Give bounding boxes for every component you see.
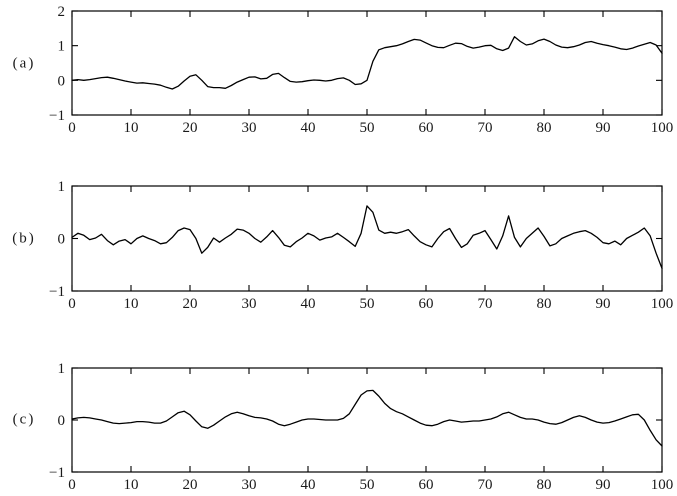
- x-tick-label: 80: [537, 477, 552, 493]
- x-tick-label: 0: [68, 296, 76, 312]
- x-tick-label: 30: [242, 120, 257, 136]
- panel-label-c: (c): [12, 411, 36, 428]
- x-tick-label: 20: [183, 296, 198, 312]
- x-tick-label: 100: [651, 477, 674, 493]
- x-tick-label: 20: [183, 477, 198, 493]
- x-tick-label: 10: [124, 296, 139, 312]
- signal-line-c: [71, 389, 663, 447]
- signal-line-a: [71, 36, 663, 90]
- x-tick-label: 50: [360, 120, 375, 136]
- y-tick-label: 0: [58, 73, 66, 89]
- x-tick-label: 40: [301, 296, 316, 312]
- panel-label-b: (b): [12, 230, 36, 247]
- x-tick-label: 60: [419, 477, 434, 493]
- y-tick-label: 0: [58, 232, 66, 248]
- x-tick-label: 90: [596, 296, 611, 312]
- x-tick-label: 100: [651, 296, 674, 312]
- axes-box-c: [71, 367, 663, 473]
- x-tick-label: 40: [301, 120, 316, 136]
- x-tick-label: 10: [124, 120, 139, 136]
- x-tick-label: 60: [419, 120, 434, 136]
- axes-box-b: [71, 185, 663, 292]
- x-tick-label: 40: [301, 477, 316, 493]
- x-tick-label: 70: [478, 296, 493, 312]
- signal-line-b: [71, 205, 663, 270]
- y-tick-label: 1: [58, 179, 66, 195]
- y-tick-label: 1: [58, 361, 66, 377]
- x-tick-label: 0: [68, 477, 76, 493]
- x-tick-label: 30: [242, 477, 257, 493]
- subplot-c: 0 10 20 30 40 50 60 70 80 90 100−101: [49, 361, 673, 493]
- y-tick-label: 1: [58, 39, 66, 55]
- y-tick-label: −1: [49, 108, 65, 124]
- x-tick-label: 60: [419, 296, 434, 312]
- x-tick-label: 50: [360, 477, 375, 493]
- x-tick-label: 90: [596, 477, 611, 493]
- x-tick-label: 20: [183, 120, 198, 136]
- y-tick-label: 0: [58, 413, 66, 429]
- axes-box-a: [71, 10, 663, 116]
- panel-label-a: (a): [12, 55, 36, 72]
- subplot-b: 0 10 20 30 40 50 60 70 80 90 100−101: [49, 179, 673, 312]
- x-tick-label: 70: [478, 477, 493, 493]
- x-tick-label: 90: [596, 120, 611, 136]
- x-tick-label: 80: [537, 296, 552, 312]
- y-tick-label: −1: [49, 284, 65, 300]
- y-tick-label: 2: [58, 4, 66, 20]
- x-tick-label: 0: [68, 120, 76, 136]
- x-tick-label: 80: [537, 120, 552, 136]
- x-tick-label: 30: [242, 296, 257, 312]
- x-tick-label: 50: [360, 296, 375, 312]
- x-tick-label: 100: [651, 120, 674, 136]
- y-tick-label: −1: [49, 465, 65, 481]
- x-tick-label: 10: [124, 477, 139, 493]
- x-tick-label: 70: [478, 120, 493, 136]
